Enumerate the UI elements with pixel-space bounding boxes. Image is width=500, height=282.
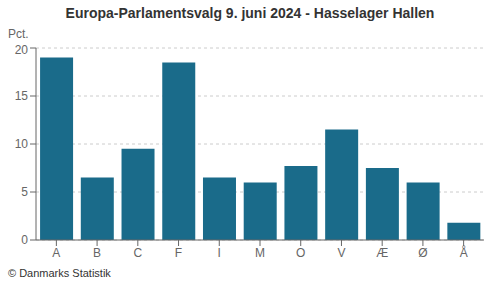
svg-text:0: 0 [21, 233, 28, 247]
svg-text:Æ: Æ [376, 246, 388, 260]
svg-text:5: 5 [21, 185, 28, 199]
html-text:Pct.: Pct. [8, 27, 29, 41]
svg-text:A: A [52, 246, 60, 260]
svg-text:20: 20 [15, 43, 29, 57]
svg-text:F: F [175, 246, 182, 260]
svg-text:Ø: Ø [418, 246, 427, 260]
svg-text:C: C [133, 246, 142, 260]
svg-text:15: 15 [15, 89, 29, 103]
svg-text:10: 10 [15, 137, 29, 151]
html-text:Europa-Parlamentsvalg 9. juni: Europa-Parlamentsvalg 9. juni 2024 - Has… [65, 5, 435, 21]
svg-text:O: O [296, 246, 305, 260]
svg-text:Å: Å [460, 245, 468, 260]
html-text:© Danmarks Statistik: © Danmarks Statistik [8, 267, 111, 279]
svg-text:V: V [337, 246, 345, 260]
svg-text:B: B [93, 246, 101, 260]
svg-text:M: M [255, 246, 265, 260]
svg-text:I: I [218, 246, 221, 260]
